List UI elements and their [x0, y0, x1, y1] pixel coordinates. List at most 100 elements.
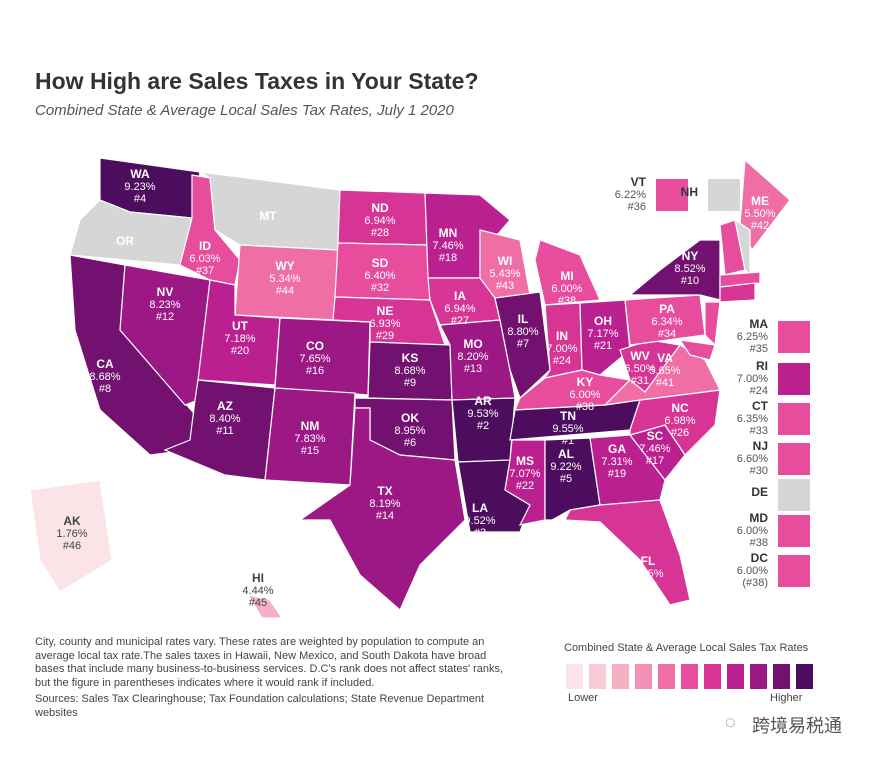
wechat-icon: ◌ — [725, 712, 736, 732]
state-label-tn: TN 9.55% #1 — [552, 409, 583, 447]
small-state-dc: DC 6.00% (#38) — [700, 552, 810, 592]
state-label-ga: GA 7.31% #19 — [601, 442, 632, 480]
small-state-swatch — [778, 403, 810, 435]
state-label-ak: AK 1.76% #46 — [56, 514, 87, 552]
state-label-ks: KS 8.68% #9 — [394, 351, 425, 389]
state-label-nc: NC 6.98% #26 — [664, 401, 695, 439]
legend-swatch — [704, 664, 721, 689]
legend-swatch — [658, 664, 675, 689]
small-state-label: CT 6.35% #33 — [736, 399, 768, 437]
state-label-az: AZ 8.40% #11 — [209, 399, 240, 437]
small-state-swatch — [778, 555, 810, 587]
state-label-ok: OK 8.95% #6 — [394, 411, 425, 449]
small-state-de: DE — [700, 476, 810, 516]
state-fl — [564, 499, 691, 606]
state-ak — [29, 479, 113, 593]
small-state-label: MD 6.00% #38 — [736, 511, 768, 549]
legend-title: Combined State & Average Local Sales Tax… — [564, 642, 809, 654]
state-label-sd: SD 6.40% #32 — [364, 256, 395, 294]
legend-swatch — [773, 664, 790, 689]
state-label-mo: MO 8.20% #13 — [457, 337, 488, 375]
small-state-swatch — [778, 443, 810, 475]
state-label-tx: TX 8.19% #14 — [369, 484, 400, 522]
state-label-nd: ND 6.94% #28 — [364, 201, 395, 239]
legend-swatch — [635, 664, 652, 689]
state-label-wv: WV 6.50% #31 — [624, 349, 655, 387]
state-label-ms: MS 7.07% #22 — [509, 454, 540, 492]
small-state-label: DE — [751, 485, 768, 499]
state-label-id: ID 6.03% #37 — [189, 239, 220, 277]
state-label-mi: MI 6.00% #38 — [551, 269, 582, 307]
small-state-label: MA 6.25% #35 — [736, 317, 768, 355]
state-label-in: IN 7.00% #24 — [546, 329, 577, 367]
small-state-shape — [719, 282, 756, 303]
state-label-nm: NM 7.83% #15 — [294, 419, 325, 457]
state-label-co: CO 7.65% #16 — [299, 339, 330, 377]
state-me — [739, 158, 791, 252]
small-state-md: MD 6.00% #38 — [700, 512, 810, 552]
small-state-shape — [678, 339, 716, 361]
state-label-sc: SC 7.46% #17 — [639, 429, 670, 467]
legend-swatch — [727, 664, 744, 689]
state-label-nv: NV 8.23% #12 — [149, 285, 180, 323]
state-mi — [534, 239, 601, 306]
legend-swatch — [589, 664, 606, 689]
small-state-swatch — [778, 515, 810, 547]
state-label-oh: OH 7.17% #21 — [587, 314, 618, 352]
notes-text: City, county and municipal rates vary. T… — [35, 636, 504, 689]
small-state-label: VT 6.22% #36 — [614, 175, 646, 213]
small-state-nh: NH — [660, 176, 740, 216]
small-state-swatch — [778, 321, 810, 353]
state-label-ia: IA 6.94% #27 — [444, 289, 475, 327]
small-state-ri: RI 7.00% #24 — [700, 360, 810, 400]
state-label-wy: WY 5.34% #44 — [269, 259, 300, 297]
small-state-ct: CT 6.35% #33 — [700, 400, 810, 440]
small-state-swatch — [778, 363, 810, 395]
state-label-ne: NE 6.93% #29 — [369, 304, 400, 342]
state-label-il: IL 8.80% #7 — [507, 312, 538, 350]
legend-swatch — [796, 664, 813, 689]
state-ny — [628, 239, 721, 301]
page-subtitle: Combined State & Average Local Sales Tax… — [35, 102, 454, 119]
legend-swatch — [750, 664, 767, 689]
state-label-al: AL 9.22% #5 — [550, 447, 581, 485]
watermark: 跨境易税通 — [752, 716, 842, 736]
state-label-wa: WA 9.23% #4 — [124, 167, 155, 205]
state-label-mn: MN 7.46% #18 — [432, 226, 463, 264]
state-label-ny: NY 8.52% #10 — [674, 249, 705, 287]
legend-low-label: Lower — [568, 692, 598, 704]
state-label-ut: UT 7.18% #20 — [224, 319, 255, 357]
legend-swatch — [612, 664, 629, 689]
small-state-vt: VT 6.22% #36 — [578, 176, 688, 216]
state-label-hi: HI 4.44% #45 — [242, 571, 273, 609]
small-state-swatch — [708, 179, 740, 211]
small-state-ma: MA 6.25% #35 — [700, 318, 810, 358]
notes-sources: Sources: Sales Tax Clearinghouse; Tax Fo… — [35, 693, 485, 719]
legend-swatch — [566, 664, 583, 689]
legend-swatch — [681, 664, 698, 689]
state-label-la: LA 9.52% #3 — [464, 501, 495, 539]
state-nv — [119, 264, 211, 406]
state-hi — [246, 594, 284, 619]
small-state-label: NH — [680, 185, 698, 199]
state-label-me: ME 5.50% #42 — [744, 194, 775, 232]
notes: City, county and municipal rates vary. T… — [35, 636, 515, 723]
state-label-mt: MT — [259, 209, 277, 223]
legend-high-label: Higher — [770, 692, 803, 704]
state-label-pa: PA 6.34% #34 — [651, 302, 682, 340]
small-state-swatch — [656, 179, 688, 211]
small-state-label: DC 6.00% (#38) — [736, 551, 768, 589]
legend-scale — [566, 664, 813, 689]
small-state-nj: NJ 6.60% #30 — [700, 440, 810, 480]
state-label-ar: AR 9.53% #2 — [467, 394, 498, 432]
page-title: How High are Sales Taxes in Your State? — [35, 68, 479, 94]
state-label-fl: FL 7.05% #23 — [632, 554, 663, 592]
small-state-label: NJ 6.60% #30 — [736, 439, 768, 477]
state-label-ky: KY 6.00% #38 — [569, 375, 600, 413]
state-label-or: OR — [116, 234, 134, 248]
state-label-wi: WI 5.43% #43 — [489, 254, 520, 292]
small-state-label: RI 7.00% #24 — [736, 359, 768, 397]
small-state-swatch — [778, 479, 810, 511]
